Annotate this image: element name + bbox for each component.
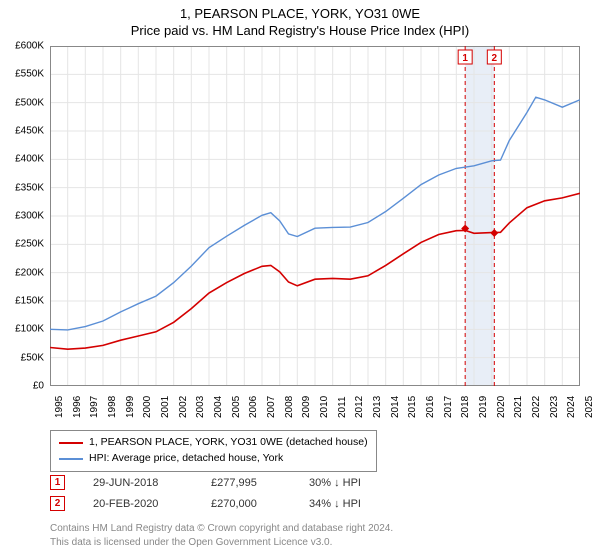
sale-date: 20-FEB-2020	[93, 498, 183, 510]
legend-swatch	[59, 442, 83, 444]
x-tick-label: 2005	[231, 396, 242, 418]
footer-attribution: Contains HM Land Registry data © Crown c…	[50, 522, 393, 549]
y-tick-label: £500K	[15, 97, 44, 108]
chart-plot-area: 12	[50, 46, 580, 386]
sale-row: 1 29-JUN-2018 £277,995 30% ↓ HPI	[50, 475, 409, 490]
legend-item: 1, PEARSON PLACE, YORK, YO31 0WE (detach…	[59, 435, 368, 451]
x-tick-label: 2007	[266, 396, 277, 418]
sale-pct-vs-hpi: 34% ↓ HPI	[309, 498, 409, 510]
x-tick-label: 2012	[354, 396, 365, 418]
title-block: 1, PEARSON PLACE, YORK, YO31 0WE Price p…	[0, 0, 600, 38]
y-axis-labels: £0£50K£100K£150K£200K£250K£300K£350K£400…	[0, 46, 48, 386]
x-tick-label: 2008	[284, 396, 295, 418]
legend: 1, PEARSON PLACE, YORK, YO31 0WE (detach…	[50, 430, 377, 472]
y-tick-label: £450K	[15, 126, 44, 137]
x-tick-label: 2023	[549, 396, 560, 418]
x-tick-label: 2001	[160, 396, 171, 418]
footer-line-2: This data is licensed under the Open Gov…	[50, 536, 393, 550]
x-tick-label: 1997	[89, 396, 100, 418]
legend-label: 1, PEARSON PLACE, YORK, YO31 0WE (detach…	[89, 435, 368, 451]
x-tick-label: 2000	[142, 396, 153, 418]
x-tick-label: 1995	[54, 396, 65, 418]
svg-text:2: 2	[492, 53, 498, 64]
x-tick-label: 2010	[319, 396, 330, 418]
sale-row: 2 20-FEB-2020 £270,000 34% ↓ HPI	[50, 496, 409, 511]
y-tick-label: £600K	[15, 41, 44, 52]
x-tick-label: 2025	[584, 396, 595, 418]
sale-date: 29-JUN-2018	[93, 477, 183, 489]
x-tick-label: 2016	[425, 396, 436, 418]
sale-price: £277,995	[211, 477, 281, 489]
x-tick-label: 2015	[407, 396, 418, 418]
chart-svg: 12	[50, 46, 580, 386]
y-tick-label: £550K	[15, 69, 44, 80]
x-tick-label: 2006	[248, 396, 259, 418]
y-tick-label: £400K	[15, 154, 44, 165]
x-tick-label: 2020	[496, 396, 507, 418]
y-tick-label: £50K	[21, 352, 44, 363]
sale-marker: 1	[50, 475, 65, 490]
legend-label: HPI: Average price, detached house, York	[89, 451, 283, 467]
x-tick-label: 1999	[125, 396, 136, 418]
x-tick-label: 2019	[478, 396, 489, 418]
y-tick-label: £350K	[15, 182, 44, 193]
footer-line-1: Contains HM Land Registry data © Crown c…	[50, 522, 393, 536]
y-tick-label: £0	[33, 381, 44, 392]
y-tick-label: £100K	[15, 324, 44, 335]
chart-subtitle: Price paid vs. HM Land Registry's House …	[0, 23, 600, 38]
legend-item: HPI: Average price, detached house, York	[59, 451, 368, 467]
x-tick-label: 2013	[372, 396, 383, 418]
x-tick-label: 2024	[566, 396, 577, 418]
chart-container: 1, PEARSON PLACE, YORK, YO31 0WE Price p…	[0, 0, 600, 560]
y-tick-label: £300K	[15, 211, 44, 222]
x-tick-label: 1996	[72, 396, 83, 418]
x-tick-label: 2002	[178, 396, 189, 418]
svg-text:1: 1	[462, 53, 468, 64]
x-tick-label: 2014	[390, 396, 401, 418]
x-tick-label: 2022	[531, 396, 542, 418]
sale-price: £270,000	[211, 498, 281, 510]
x-tick-label: 2009	[301, 396, 312, 418]
sale-pct-vs-hpi: 30% ↓ HPI	[309, 477, 409, 489]
x-tick-label: 2021	[513, 396, 524, 418]
sale-marker: 2	[50, 496, 65, 511]
y-tick-label: £150K	[15, 296, 44, 307]
y-tick-label: £200K	[15, 267, 44, 278]
x-tick-label: 2003	[195, 396, 206, 418]
x-tick-label: 1998	[107, 396, 118, 418]
x-tick-label: 2011	[337, 396, 348, 418]
y-tick-label: £250K	[15, 239, 44, 250]
x-tick-label: 2018	[460, 396, 471, 418]
x-tick-label: 2017	[443, 396, 454, 418]
sales-table: 1 29-JUN-2018 £277,995 30% ↓ HPI 2 20-FEB-202…	[50, 475, 409, 517]
legend-swatch	[59, 458, 83, 460]
chart-title: 1, PEARSON PLACE, YORK, YO31 0WE	[0, 6, 600, 21]
x-tick-label: 2004	[213, 396, 224, 418]
